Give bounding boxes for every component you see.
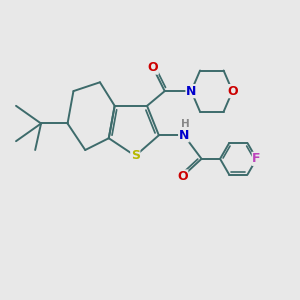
Text: S: S <box>131 149 140 162</box>
Text: H: H <box>181 119 190 129</box>
Text: O: O <box>148 61 158 74</box>
Text: O: O <box>177 170 188 183</box>
Text: O: O <box>227 85 238 98</box>
Text: N: N <box>179 129 189 142</box>
Text: N: N <box>186 85 196 98</box>
Text: F: F <box>252 152 261 165</box>
